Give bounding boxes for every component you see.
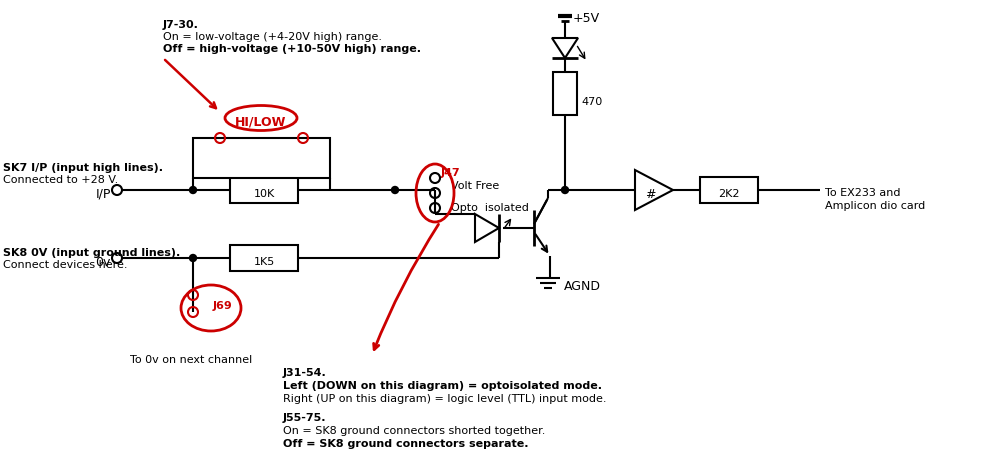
Text: Right (UP on this diagram) = logic level (TTL) input mode.: Right (UP on this diagram) = logic level… — [283, 394, 606, 404]
Text: J31-54.: J31-54. — [283, 368, 327, 378]
Text: #: # — [645, 188, 655, 200]
Circle shape — [189, 255, 196, 262]
Text: J7-30.: J7-30. — [163, 20, 199, 30]
Text: HI/LOW: HI/LOW — [235, 115, 286, 129]
Circle shape — [561, 187, 569, 194]
Text: Amplicon dio card: Amplicon dio card — [825, 201, 925, 211]
Bar — [553, 72, 577, 115]
Bar — [230, 177, 298, 203]
Text: Connected to +28 V.: Connected to +28 V. — [3, 175, 119, 185]
Text: To 0v on next channel: To 0v on next channel — [130, 355, 252, 365]
Bar — [193, 138, 330, 178]
Text: SK8 0V (input ground lines).: SK8 0V (input ground lines). — [3, 248, 181, 258]
Text: Connect devices here.: Connect devices here. — [3, 260, 128, 270]
Text: J47: J47 — [441, 168, 461, 178]
Circle shape — [189, 187, 196, 194]
Bar — [230, 245, 298, 271]
Text: J55-75.: J55-75. — [283, 413, 327, 423]
Text: I/P: I/P — [95, 188, 111, 200]
Text: Left (DOWN on this diagram) = optoisolated mode.: Left (DOWN on this diagram) = optoisolat… — [283, 381, 602, 391]
Text: +5V: +5V — [573, 12, 600, 25]
Text: Off = high-voltage (+10-50V high) range.: Off = high-voltage (+10-50V high) range. — [163, 44, 421, 54]
Text: On = low-voltage (+4-20V high) range.: On = low-voltage (+4-20V high) range. — [163, 32, 382, 42]
Text: SK7 I/P (input high lines).: SK7 I/P (input high lines). — [3, 163, 163, 173]
Text: J69: J69 — [213, 301, 232, 311]
Text: Opto  isolated: Opto isolated — [451, 203, 529, 213]
Circle shape — [391, 187, 398, 194]
Text: Volt Free: Volt Free — [451, 181, 499, 191]
Text: 1K5: 1K5 — [253, 257, 275, 267]
Bar — [700, 177, 758, 203]
Text: 0v: 0v — [95, 256, 111, 269]
Text: Off = SK8 ground connectors separate.: Off = SK8 ground connectors separate. — [283, 439, 529, 449]
Text: To EX233 and: To EX233 and — [825, 188, 901, 198]
Text: 2K2: 2K2 — [718, 189, 740, 199]
Text: AGND: AGND — [564, 280, 601, 293]
Text: 10K: 10K — [253, 189, 275, 199]
Text: On = SK8 ground connectors shorted together.: On = SK8 ground connectors shorted toget… — [283, 426, 545, 436]
Text: 470: 470 — [581, 97, 602, 107]
